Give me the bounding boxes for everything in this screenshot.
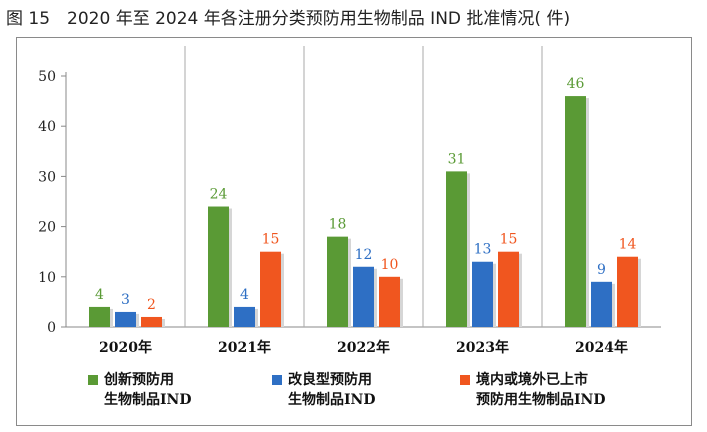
bar bbox=[141, 316, 162, 327]
bar bbox=[379, 276, 400, 327]
bar-value-label: 15 bbox=[500, 232, 518, 248]
x-category-label: 2023年 bbox=[456, 339, 509, 356]
y-tick-label: 10 bbox=[38, 270, 56, 286]
legend-label-line1: 改良型预防用 bbox=[288, 372, 372, 388]
legend-label-line2: 预防用生物制品IND bbox=[476, 392, 606, 408]
legend-swatch-green bbox=[88, 375, 98, 385]
bar bbox=[327, 236, 348, 327]
bar-value-label: 14 bbox=[619, 237, 637, 253]
bar-value-label: 12 bbox=[355, 247, 373, 263]
x-category-label: 2021年 bbox=[218, 339, 271, 356]
legend-item-marketed: 境内或境外已上市 预防用生物制品IND bbox=[460, 370, 606, 410]
bar-value-label: 9 bbox=[597, 262, 606, 278]
x-category-label: 2020年 bbox=[99, 339, 152, 356]
bar-value-label: 4 bbox=[95, 287, 104, 303]
legend-label-line2: 生物制品IND bbox=[104, 392, 192, 408]
bar bbox=[617, 256, 638, 327]
bar-value-label: 3 bbox=[121, 292, 130, 308]
x-category-label: 2022年 bbox=[337, 339, 390, 356]
x-category-label: 2024年 bbox=[575, 339, 628, 356]
bar bbox=[234, 306, 255, 327]
bar bbox=[115, 311, 136, 327]
bar-value-label: 46 bbox=[567, 76, 585, 92]
bar-value-label: 24 bbox=[210, 187, 228, 203]
bar-value-label: 4 bbox=[240, 287, 249, 303]
bar bbox=[472, 261, 493, 327]
y-tick-label: 30 bbox=[38, 169, 56, 185]
y-tick-label: 20 bbox=[38, 220, 56, 236]
bar-value-label: 13 bbox=[474, 242, 492, 258]
bar-value-label: 31 bbox=[448, 151, 466, 167]
bar bbox=[353, 266, 374, 327]
figure-title: 图 15 2020 年至 2024 年各注册分类预防用生物制品 IND 批准情况… bbox=[6, 9, 571, 29]
bar-value-label: 10 bbox=[381, 257, 399, 273]
legend-label-line2: 生物制品IND bbox=[288, 392, 376, 408]
bar bbox=[260, 251, 281, 327]
legend-swatch-blue bbox=[272, 375, 282, 385]
bar-value-label: 18 bbox=[329, 217, 347, 233]
bar-value-label: 2 bbox=[147, 297, 156, 313]
legend-item-innovative: 创新预防用 生物制品IND bbox=[88, 370, 192, 410]
bar bbox=[591, 281, 612, 327]
y-tick-label: 40 bbox=[38, 119, 56, 135]
bar bbox=[208, 206, 229, 327]
bar bbox=[565, 96, 586, 327]
y-tick-label: 50 bbox=[38, 69, 56, 85]
bar bbox=[89, 306, 110, 327]
legend-label-line1: 境内或境外已上市 bbox=[476, 372, 588, 388]
bar-value-label: 15 bbox=[262, 232, 280, 248]
legend-label-line1: 创新预防用 bbox=[104, 372, 174, 388]
legend-item-improved: 改良型预防用 生物制品IND bbox=[272, 370, 376, 410]
y-tick-label: 0 bbox=[47, 320, 56, 336]
bar bbox=[498, 251, 519, 327]
bar bbox=[446, 171, 467, 327]
legend-swatch-orange bbox=[460, 375, 470, 385]
